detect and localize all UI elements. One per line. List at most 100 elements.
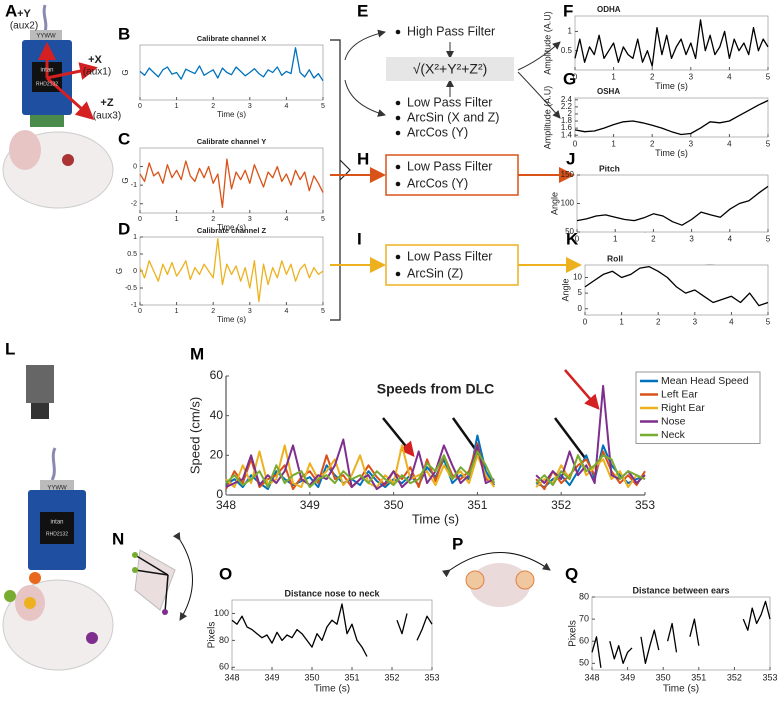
y-tick-label: 40 [210, 408, 224, 422]
rat-ear [515, 570, 535, 590]
data-line [225, 450, 646, 489]
x-tick-label: 3 [689, 139, 694, 148]
y-tick-label: -1 [131, 302, 137, 309]
y-tick-label: -0.5 [125, 285, 137, 292]
plot-frame [139, 44, 324, 101]
x-tick-label: 348 [224, 672, 239, 682]
x-tick-label: 1 [611, 72, 616, 81]
y-tick-label: 5 [578, 288, 583, 297]
camera-lens [31, 403, 49, 419]
connector [30, 115, 64, 127]
rat-head-front [441, 552, 551, 607]
marker-dot [132, 567, 138, 573]
data-line [231, 603, 433, 657]
x-tick-label: 2 [211, 103, 215, 110]
x-tick-label: 0 [575, 234, 580, 243]
y-tick-label: -1 [131, 182, 137, 189]
plot-frame [139, 236, 324, 306]
y-tick-label: 2.2 [561, 102, 573, 111]
formula-box [386, 57, 514, 81]
flow-arrow [344, 79, 386, 117]
x-tick-label: 0 [573, 139, 578, 148]
x-tick-label: 1 [613, 234, 618, 243]
y-tick-label: 0 [133, 268, 137, 275]
bullet [395, 100, 401, 106]
data-line [139, 158, 324, 209]
x-tick-label: 5 [766, 234, 771, 243]
marker-dot [4, 590, 16, 602]
x-tick-label: 2 [211, 308, 215, 315]
x-tick-label: 4 [727, 72, 732, 81]
x-tick-label: 349 [300, 498, 320, 512]
x-tick-label: 2 [651, 234, 656, 243]
y-axis-label: G [121, 177, 130, 183]
bullet [395, 115, 401, 121]
rat-top-view [132, 531, 193, 621]
y-axis-label: Angle [549, 192, 559, 215]
panel-label: J [566, 149, 575, 168]
x-tick-label: 4 [727, 139, 732, 148]
x-tick-label: 350 [304, 672, 319, 682]
rat-head [470, 563, 530, 607]
chip-model: RHD2132 [46, 531, 68, 537]
plot-frame [231, 599, 433, 671]
y-axis-label: Amplitude (A.U) [542, 11, 552, 75]
filter-box [385, 244, 519, 286]
marker-dot [162, 609, 168, 615]
axis-name: +Z [100, 97, 113, 109]
x-tick-label: 2 [650, 139, 655, 148]
rat-ear [465, 570, 485, 590]
legend-label: Nose [661, 415, 686, 427]
panel-label: C [118, 129, 130, 148]
filter-item: Low Pass Filter [407, 249, 492, 263]
bullet [395, 130, 401, 136]
y-axis-label: Speed (cm/s) [187, 397, 202, 474]
filter-box [385, 154, 519, 196]
x-tick-label: 352 [727, 672, 742, 682]
chip [40, 512, 74, 544]
data-line [574, 19, 769, 67]
x-tick-label: 1 [175, 103, 179, 110]
y-tick-label: 0 [578, 304, 583, 313]
y-axis-label: Pixels [207, 622, 218, 649]
chart-title: Pitch [599, 163, 620, 173]
x-tick-label: 0 [138, 103, 142, 110]
x-tick-label: 350 [384, 498, 404, 512]
skeleton [134, 554, 169, 576]
x-tick-label: 3 [248, 216, 252, 223]
y-tick-label: 80 [219, 635, 229, 645]
y-tick-label: 0 [133, 163, 137, 170]
x-axis-label: Time (s) [217, 315, 246, 324]
annotation-arrow [564, 369, 600, 410]
wire [50, 447, 57, 481]
panel-label: I [357, 229, 362, 248]
x-tick-label: 353 [635, 498, 655, 512]
bullet [395, 254, 401, 260]
data-line [591, 600, 771, 668]
x-tick-label: 1 [175, 216, 179, 223]
plot-frame [591, 596, 771, 671]
rotation-arc [441, 552, 551, 578]
y-tick-label: 100 [214, 608, 229, 618]
marker-dot [132, 552, 138, 558]
panel-label: D [118, 219, 130, 238]
bracket [339, 159, 351, 181]
y-tick-label: 2.4 [561, 95, 573, 104]
chart-title: OSHA [597, 87, 620, 96]
chart-title: Calibrate channel Z [197, 226, 267, 235]
bullet [395, 181, 401, 187]
panel-label: P [452, 534, 463, 553]
chip-brand: intan [50, 520, 63, 526]
flow-arrow [517, 71, 561, 119]
x-tick-label: 5 [766, 139, 771, 148]
chart-title: Distance between ears [632, 585, 729, 595]
plot-frame [574, 15, 769, 71]
device-n [2, 447, 114, 671]
y-tick-label: 150 [561, 170, 575, 179]
filter-item: Low Pass Filter [407, 159, 492, 173]
legend-label: Right Ear [661, 402, 705, 414]
marker-dot [29, 572, 41, 584]
panel-label: H [357, 149, 369, 168]
data-line [139, 47, 324, 82]
